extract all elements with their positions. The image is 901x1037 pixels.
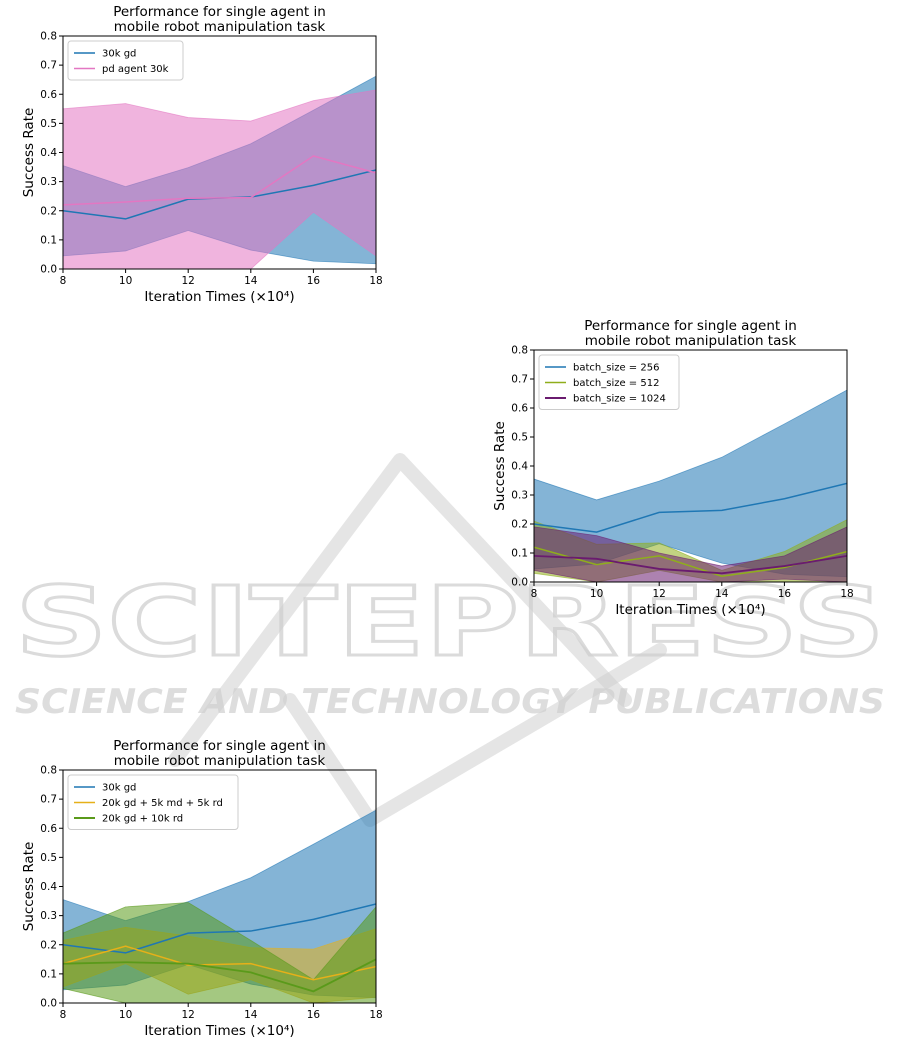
x-tick-label: 16 [307, 1009, 321, 1021]
y-axis-label: Success Rate [492, 421, 508, 511]
x-tick-label: 12 [182, 275, 195, 287]
legend-label-0: 30k gd [102, 49, 136, 60]
x-tick-label: 12 [182, 1009, 195, 1021]
legend: batch_size = 256 batch_size = 512 batch_si… [538, 354, 680, 410]
chart-bottom-left: 8 10 12 14 16 18 0.0 0.1 0.2 0.3 0.4 0.5 0.6 0.7 0.8 It… [21, 738, 383, 1037]
plot-area [534, 389, 847, 582]
legend-label-2: batch_size = 1024 [573, 394, 666, 405]
confidence-band-2 [63, 902, 376, 1003]
chart-top-left: 8 10 12 14 16 18 0.0 0.1 0.2 0.3 0.4 0.5 0.6 0.7 0.8 It… [21, 4, 383, 305]
legend-box [67, 40, 184, 81]
x-tick-label: 18 [369, 1009, 382, 1021]
x-tick-label: 12 [653, 588, 666, 600]
y-tick-label: 0.2 [40, 939, 57, 951]
x-axis-label: Iteration Times (×10⁴) [615, 602, 765, 618]
series-line-0 [534, 482, 847, 533]
y-tick-label: 0.6 [511, 403, 528, 415]
legend-box [538, 354, 680, 410]
y-tick-label: 0.3 [40, 176, 57, 188]
legend-label-0: 30k gd [102, 783, 136, 794]
x-tick-label: 8 [60, 1009, 67, 1021]
x-tick-label: 18 [369, 275, 382, 287]
chart-title-line-1: Performance for single agent in [113, 4, 326, 20]
y-tick-label: 0.1 [511, 548, 528, 560]
y-tick-label: 0.6 [40, 823, 57, 835]
y-tick-label: 0.6 [40, 89, 57, 101]
chart-title-line-2: mobile robot manipulation task [114, 19, 326, 35]
watermark-logo-stroke-1 [168, 453, 632, 767]
confidence-band-1 [63, 89, 376, 269]
y-tick-label: 0.3 [511, 490, 528, 502]
y-tick-label: 0.3 [40, 910, 57, 922]
y-tick-label: 0.0 [511, 577, 528, 589]
x-axis-label: Iteration Times (×10⁴) [144, 289, 294, 305]
x-tick-label: 8 [60, 275, 67, 287]
plot-area [63, 75, 376, 269]
legend-label-2: 20k gd + 10k rd [102, 814, 183, 825]
y-tick-label: 0.7 [40, 60, 57, 72]
y-tick-label: 0.2 [511, 519, 528, 531]
x-tick-label: 10 [119, 275, 132, 287]
chart-title-line-2: mobile robot manipulation task [114, 753, 326, 769]
x-tick-label: 18 [840, 588, 853, 600]
series-line-0 [63, 903, 376, 954]
chart-title-line-2: mobile robot manipulation task [585, 333, 797, 349]
x-tick-label: 14 [244, 1009, 258, 1021]
legend-label-1: pd agent 30k [102, 64, 169, 75]
x-tick-label: 14 [244, 275, 258, 287]
x-tick-label: 10 [590, 588, 603, 600]
x-tick-label: 14 [715, 588, 729, 600]
y-tick-label: 0.4 [40, 881, 57, 893]
chart-title-line-1: Performance for single agent in [584, 318, 797, 334]
plot-area [63, 809, 376, 1003]
series-line-1 [63, 945, 376, 981]
y-tick-label: 0.4 [511, 461, 528, 473]
legend-label-1: batch_size = 512 [573, 378, 659, 389]
x-tick-label: 8 [531, 588, 538, 600]
y-tick-label: 0.5 [40, 852, 57, 864]
watermark-sub-text: SCIENCE AND TECHNOLOGY PUBLICATIONS [15, 682, 885, 722]
y-tick-label: 0.8 [511, 345, 528, 357]
series-line-1 [63, 155, 376, 206]
y-tick-label: 0.1 [40, 968, 57, 980]
chart-middle-right: 8 10 12 14 16 18 0.0 0.1 0.2 0.3 0.4 0.5 0.6 0.7 0.8 It… [492, 318, 854, 618]
y-tick-label: 0.1 [40, 234, 57, 246]
x-tick-label: 16 [778, 588, 792, 600]
x-tick-label: 10 [119, 1009, 132, 1021]
legend-box [67, 774, 239, 830]
y-tick-label: 0.7 [511, 374, 528, 386]
y-tick-label: 0.5 [40, 118, 57, 130]
series-line-2 [534, 555, 847, 575]
chart-title-line-1: Performance for single agent in [113, 738, 326, 754]
x-axis-label: Iteration Times (×10⁴) [144, 1023, 294, 1037]
y-axis-label: Success Rate [21, 842, 37, 932]
y-tick-label: 0.0 [40, 998, 57, 1010]
legend-label-0: batch_size = 256 [573, 363, 659, 374]
y-tick-label: 0.4 [40, 147, 57, 159]
legend-label-1: 20k gd + 5k md + 5k rd [102, 798, 223, 809]
x-tick-label: 16 [307, 275, 321, 287]
series-line-2 [63, 958, 376, 993]
y-tick-label: 0.2 [40, 205, 57, 217]
y-tick-label: 0.5 [511, 432, 528, 444]
y-axis-label: Success Rate [21, 108, 37, 198]
y-tick-label: 0.8 [40, 765, 57, 777]
y-tick-label: 0.7 [40, 794, 57, 806]
legend: 30k gd 20k gd + 5k md + 5k rd 20k gd + 10k… [67, 774, 239, 830]
y-tick-label: 0.8 [40, 31, 57, 43]
legend: 30k gd pd agent 30k [67, 40, 184, 81]
y-tick-label: 0.0 [40, 264, 57, 276]
watermark-main-text: SCITEPRESS [15, 566, 885, 678]
